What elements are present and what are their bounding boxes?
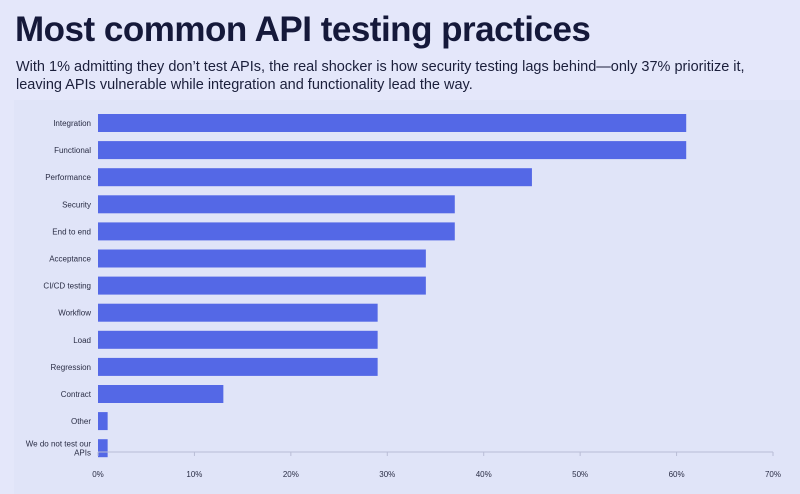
category-label: Load xyxy=(73,336,91,345)
category-label: We do not test our APIs xyxy=(26,440,92,458)
x-tick-label: 40% xyxy=(476,470,492,479)
category-label: Other xyxy=(71,417,91,426)
category-label: End to end xyxy=(52,227,91,236)
x-tick-label: 50% xyxy=(572,470,588,479)
bar-security xyxy=(98,195,455,214)
category-label: CI/CD testing xyxy=(43,282,91,291)
category-label: Integration xyxy=(53,119,91,128)
bar-end-to-end xyxy=(98,222,455,241)
bars-layer xyxy=(98,114,687,458)
chart-panel: Integration Functional Performance Security… xyxy=(14,100,800,494)
category-label: Contract xyxy=(61,390,92,399)
bar-workflow xyxy=(98,303,378,322)
x-tick-label: 0% xyxy=(92,470,104,479)
category-label: Security xyxy=(62,200,91,209)
bar-acceptance xyxy=(98,249,426,268)
x-tick-label: 70% xyxy=(765,470,781,479)
bar-we-do-not-test-our-apis xyxy=(98,439,108,458)
bar-integration xyxy=(98,114,687,132)
category-label: Performance xyxy=(45,173,91,182)
category-label: Workflow xyxy=(58,309,91,318)
category-label: Functional xyxy=(54,146,91,155)
x-tick-label: 60% xyxy=(669,470,685,479)
bar-chart: Integration Functional Performance Security… xyxy=(26,114,781,479)
bar-other xyxy=(98,412,108,431)
x-tick-label: 20% xyxy=(283,470,299,479)
bar-load xyxy=(98,330,378,349)
bar-performance xyxy=(98,168,532,187)
category-label: Acceptance xyxy=(49,255,91,264)
bar-functional xyxy=(98,141,687,160)
category-label: Regression xyxy=(51,363,91,372)
x-axis: 0% 10% 20% 30% 40% 50% 60% 70% xyxy=(92,451,781,479)
bar-regression xyxy=(98,357,378,376)
bar-ci-cd-testing xyxy=(98,276,426,295)
category-labels: Integration Functional Performance Security… xyxy=(26,119,92,458)
bar-contract xyxy=(98,385,224,403)
x-tick-label: 10% xyxy=(186,470,202,479)
page-title: Most common API testing practices xyxy=(15,10,591,49)
x-tick-label: 30% xyxy=(379,470,395,479)
page-subtitle: With 1% admitting they don’t test APIs, … xyxy=(16,59,745,93)
